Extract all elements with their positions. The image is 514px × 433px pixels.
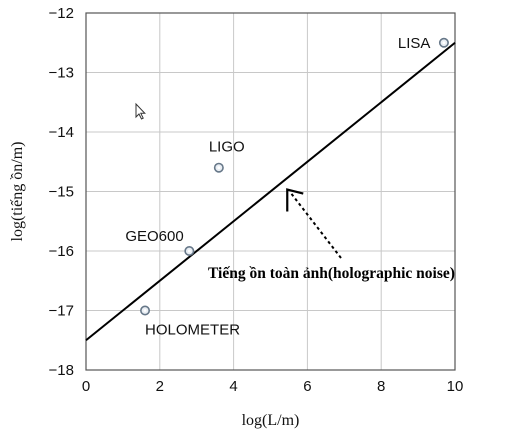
x-tick-label: 2	[156, 378, 164, 395]
x-axis-label: log(L/m)	[242, 412, 300, 429]
point-label: LIGO	[209, 139, 245, 156]
x-tick-labels: 0 2 4 6 8 10	[82, 378, 464, 395]
y-tick-label: −17	[49, 303, 74, 320]
plot-frame	[85, 12, 456, 371]
point-label: HOLOMETER	[145, 322, 240, 339]
point-label: GEO600	[125, 228, 183, 245]
data-points: LISA LIGO GEO600 HOLOMETER	[125, 35, 449, 339]
y-tick-label: −14	[49, 124, 74, 141]
x-tick-label: 10	[447, 378, 464, 395]
y-tick-labels: −12 −13 −14 −15 −16 −17 −18	[49, 5, 74, 379]
annotation-arrow	[290, 192, 342, 259]
y-tick-label: −18	[49, 362, 74, 379]
point-label: LISA	[398, 35, 431, 52]
annotation-arrowhead	[286, 188, 304, 212]
x-tick-label: 0	[82, 378, 90, 395]
holographic-noise-line	[85, 41, 456, 342]
y-tick-label: −13	[49, 65, 74, 82]
y-axis-label: log(tiếng ồn/m)	[9, 142, 26, 242]
annotation: Tiếng ồn toàn ảnh(holographic noise)	[208, 188, 455, 282]
data-point-center	[187, 249, 191, 253]
x-tick-label: 6	[303, 378, 311, 395]
y-tick-label: −12	[49, 5, 74, 22]
x-tick-label: 4	[229, 378, 237, 395]
y-tick-label: −16	[49, 243, 74, 260]
annotation-label: Tiếng ồn toàn ảnh(holographic noise)	[208, 265, 455, 282]
data-point-center	[442, 41, 446, 45]
data-point-center	[217, 166, 221, 170]
data-point-center	[143, 309, 147, 312]
cursor-icon	[135, 102, 146, 120]
y-tick-label: −15	[49, 184, 74, 201]
x-tick-label: 8	[377, 378, 385, 395]
